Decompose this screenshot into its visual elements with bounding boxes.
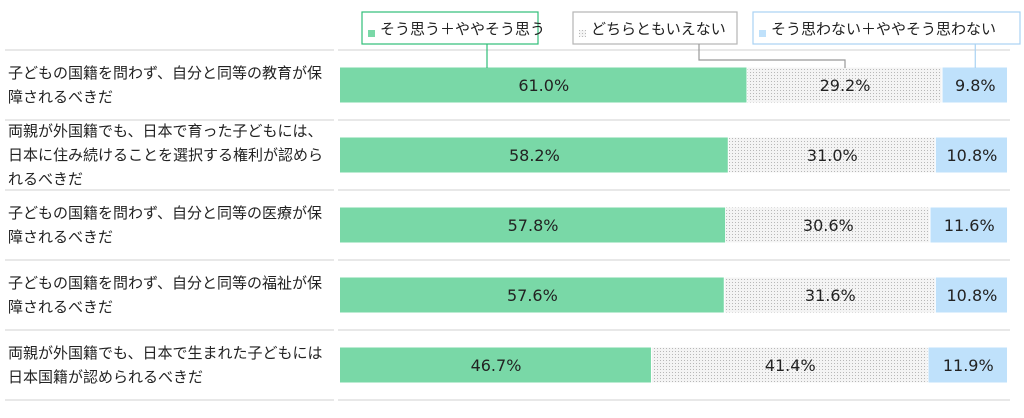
- category-label-text: 両親が外国籍でも、日本で生まれた子どもには日本国籍が認められるべきだ: [8, 344, 323, 386]
- data-label: 29.2%: [820, 76, 871, 95]
- legend-swatch: [759, 30, 766, 37]
- legend-box: [752, 11, 1021, 45]
- bar-segment: [340, 67, 747, 103]
- data-label: 46.7%: [471, 356, 522, 375]
- category-label-text: 子どもの国籍を問わず、自分と同等の福祉が保障されるべきだ: [8, 274, 322, 316]
- legend-leader-line: [698, 44, 846, 68]
- data-label: 10.8%: [947, 146, 998, 165]
- category-label: 子どもの国籍を問わず、自分と同等の医療が保障されるべきだ: [8, 192, 333, 258]
- legend-swatch: [579, 30, 586, 37]
- category-label-text: 両親が外国籍でも、日本で育った子どもには、日本に住み続けることを選択する権利が認…: [8, 122, 324, 188]
- category-label: 両親が外国籍でも、日本で生まれた子どもには日本国籍が認められるべきだ: [8, 332, 333, 398]
- data-label: 11.6%: [944, 216, 995, 235]
- bar-segment: [935, 277, 1007, 313]
- data-label: 41.4%: [765, 356, 816, 375]
- data-label: 9.8%: [955, 76, 996, 95]
- data-label: 11.9%: [943, 356, 994, 375]
- bar-segment: [935, 137, 1007, 173]
- category-label: 子どもの国籍を問わず、自分と同等の教育が保障されるべきだ: [8, 52, 333, 118]
- data-label: 31.0%: [807, 146, 858, 165]
- category-label-text: 子どもの国籍を問わず、自分と同等の医療が保障されるべきだ: [8, 204, 322, 246]
- bar-segment: [651, 347, 928, 383]
- category-label-text: 子どもの国籍を問わず、自分と同等の教育が保障されるべきだ: [8, 64, 322, 106]
- bar-segment: [747, 67, 942, 103]
- bar-segment: [340, 207, 726, 243]
- data-label: 57.6%: [507, 286, 558, 305]
- bar-segment: [930, 207, 1007, 243]
- category-label: 両親が外国籍でも、日本で育った子どもには、日本に住み続けることを選択する権利が認…: [8, 122, 333, 188]
- bar-segment: [928, 347, 1007, 383]
- legend-label: そう思う＋ややそう思う: [380, 20, 545, 38]
- bar-segment: [728, 137, 935, 173]
- data-label: 61.0%: [518, 76, 569, 95]
- legend-box: [572, 11, 738, 45]
- bar-segment: [340, 347, 651, 383]
- data-label: 57.8%: [508, 216, 559, 235]
- bar-segment: [724, 277, 935, 313]
- legend-label: そう思わない＋ややそう思わない: [771, 20, 996, 38]
- data-label: 31.6%: [805, 286, 856, 305]
- data-label: 30.6%: [803, 216, 854, 235]
- legend-box: [361, 11, 539, 45]
- legend-swatch: [368, 30, 375, 37]
- data-label: 10.8%: [947, 286, 998, 305]
- bar-segment: [340, 277, 724, 313]
- bar-segment: [942, 67, 1007, 103]
- bar-segment: [340, 137, 728, 173]
- bar-segment: [726, 207, 930, 243]
- data-label: 58.2%: [509, 146, 560, 165]
- legend-label: どちらともいえない: [591, 20, 726, 38]
- category-label: 子どもの国籍を問わず、自分と同等の福祉が保障されるべきだ: [8, 262, 333, 328]
